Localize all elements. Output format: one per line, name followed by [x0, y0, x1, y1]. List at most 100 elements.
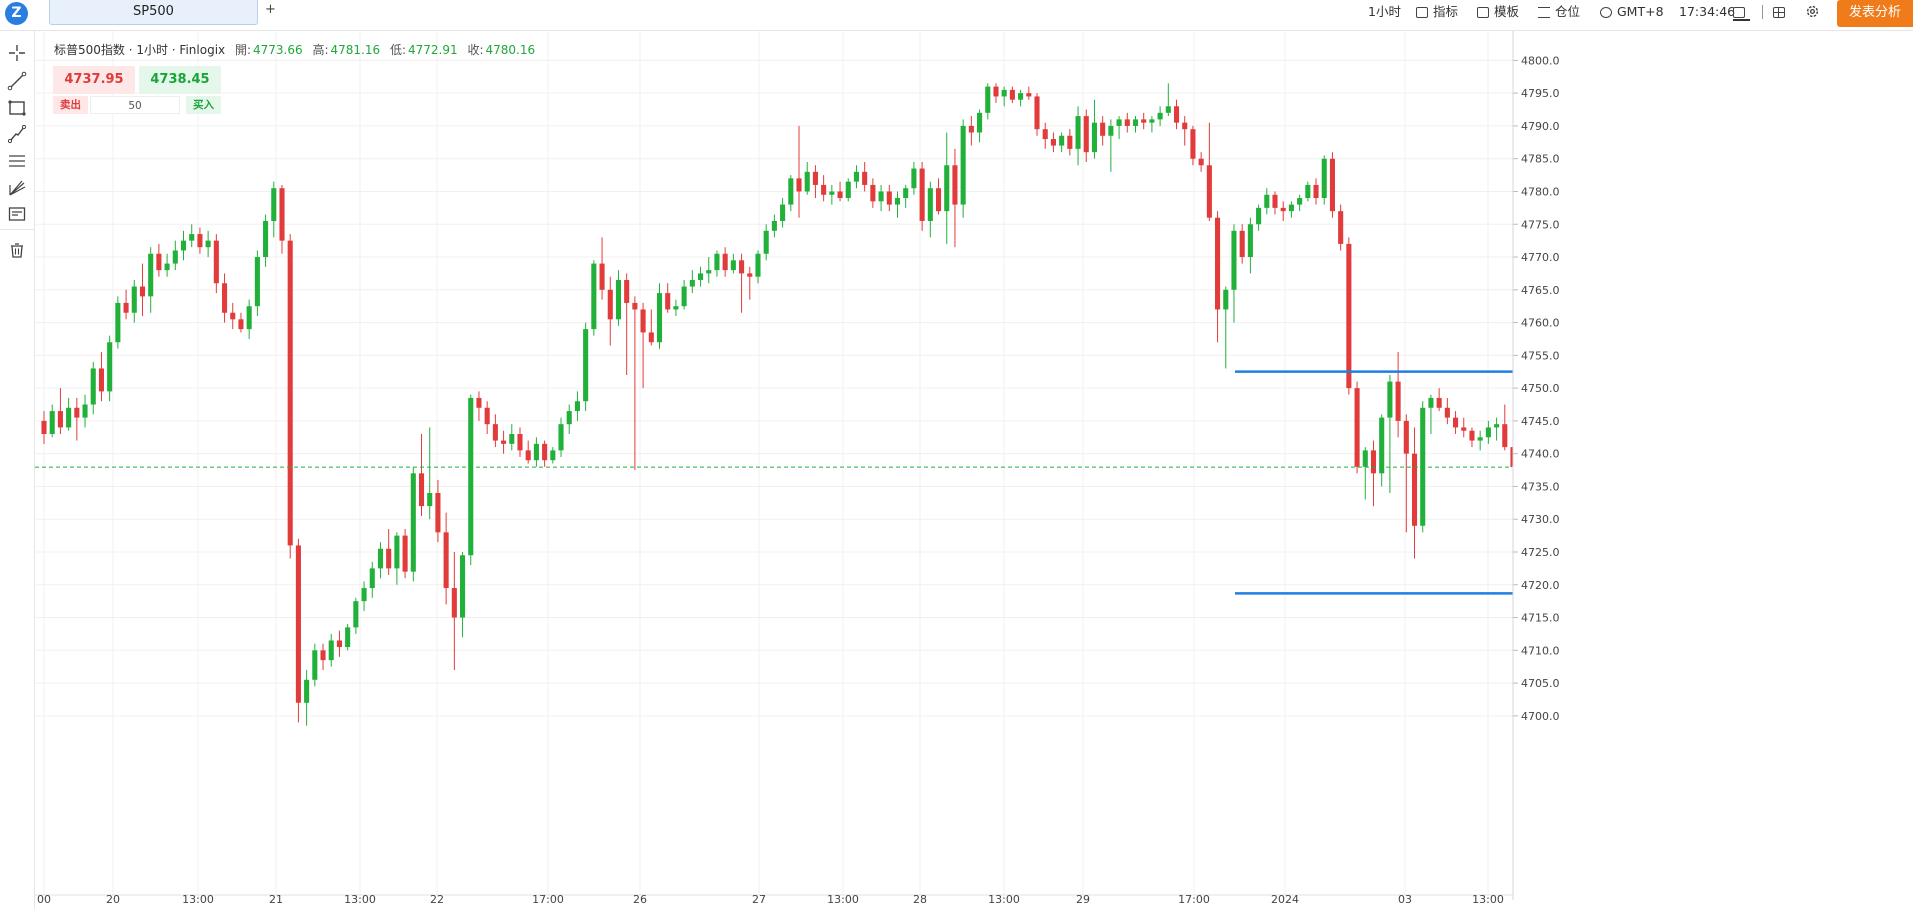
candle-body	[1395, 381, 1401, 421]
candle-body	[205, 240, 211, 248]
candle-body	[230, 312, 236, 320]
candle-body	[525, 450, 531, 461]
y-tick-label: 4750.0	[1521, 382, 1560, 395]
trash-icon[interactable]	[7, 240, 27, 260]
candle-body	[648, 332, 654, 343]
candle-body	[115, 302, 121, 343]
buy-price-button[interactable]: 4738.45	[139, 66, 221, 94]
candle-body	[295, 545, 301, 703]
candle-body	[1190, 129, 1196, 159]
candle-body	[829, 191, 835, 195]
candle-body	[74, 407, 80, 418]
candle-body	[1313, 184, 1319, 199]
x-tick-label: 00	[37, 893, 51, 906]
candle-body	[320, 650, 326, 661]
y-tick-label: 4770.0	[1521, 251, 1560, 264]
text-note-icon[interactable]	[7, 204, 27, 224]
candle-body	[1494, 424, 1500, 428]
candle-body	[681, 286, 687, 307]
candle-body	[1288, 204, 1294, 212]
candle-body	[935, 188, 942, 212]
add-tab-button[interactable]: +	[265, 2, 276, 17]
settings-button[interactable]	[1805, 0, 1820, 24]
candle-body	[287, 240, 293, 546]
candle-body	[1215, 217, 1221, 310]
candle-body	[583, 329, 589, 402]
candle-body	[1444, 407, 1450, 418]
candle-body	[443, 532, 449, 589]
price-axis: 4800.0 4795.0 4790.0 4785.0 4780.0 4775.0 4770…	[1512, 31, 1913, 909]
candle-body	[780, 204, 786, 221]
y-tick-label: 4755.0	[1521, 349, 1560, 362]
grid-icon	[1773, 7, 1785, 18]
candle-body	[878, 191, 884, 202]
candle-body	[1173, 106, 1180, 123]
candle-body	[1469, 430, 1475, 441]
quantity-input[interactable]: 50	[90, 96, 180, 114]
templates-button[interactable]: 模板	[1477, 0, 1519, 24]
tab-sp500[interactable]: SP500	[49, 0, 258, 25]
candle-body	[148, 253, 154, 297]
layout-single-button[interactable]	[1733, 0, 1745, 24]
trend-line-icon[interactable]	[7, 71, 27, 91]
interval-selector[interactable]: 1小时	[1368, 4, 1401, 19]
candle-body	[1502, 424, 1508, 448]
candle-body	[468, 397, 474, 556]
candle-body	[673, 306, 679, 310]
path-icon[interactable]	[7, 124, 27, 144]
sell-price-button[interactable]: 4737.95	[53, 66, 135, 94]
candle-body	[1362, 450, 1368, 467]
candle-body	[632, 302, 638, 310]
timezone-selector[interactable]: GMT+8	[1600, 0, 1664, 24]
candle-body	[1116, 119, 1122, 126]
x-tick-label: 20	[106, 893, 120, 906]
pitchfork-icon[interactable]	[7, 178, 27, 198]
positions-button[interactable]: 仓位	[1538, 0, 1580, 24]
candle-body	[49, 411, 55, 435]
candle-body	[1108, 125, 1114, 136]
candle-body	[747, 273, 753, 277]
candle-body	[1018, 93, 1024, 100]
candle-body	[903, 188, 909, 199]
candle-body	[1141, 119, 1147, 123]
candle-body	[1231, 230, 1237, 290]
rectangle-icon[interactable]	[7, 98, 27, 118]
candle-body	[1165, 106, 1171, 113]
candle-body	[1297, 198, 1303, 205]
x-tick-label: 13:00	[1472, 893, 1504, 906]
layout-grid-button[interactable]	[1773, 0, 1785, 24]
candle-body	[1247, 224, 1253, 258]
legend-close-value: 4780.16	[485, 43, 536, 57]
candle-body	[1272, 194, 1278, 208]
template-icon	[1477, 7, 1489, 18]
chart-grid	[35, 31, 1513, 895]
legend-open-label: 開:	[234, 43, 251, 57]
app-logo[interactable]: Z	[5, 2, 28, 25]
candle-body	[1091, 122, 1098, 153]
legend-open-value: 4773.66	[253, 43, 303, 57]
candle-body	[1321, 158, 1327, 199]
y-tick-label: 4745.0	[1521, 415, 1560, 428]
fib-icon[interactable]	[7, 151, 27, 171]
crosshair-icon[interactable]	[7, 43, 27, 63]
x-tick-label: 26	[633, 893, 647, 906]
candle-body	[451, 588, 457, 618]
candle-body	[763, 230, 769, 254]
publish-analysis-button[interactable]: 发表分析	[1837, 0, 1913, 27]
clock: 17:34:46	[1679, 4, 1736, 19]
candle-body	[345, 627, 351, 648]
candle-body	[574, 401, 580, 412]
candle-body	[410, 473, 416, 572]
buy-button[interactable]: 买入	[186, 96, 221, 114]
divider	[1762, 5, 1763, 19]
candle-body	[107, 342, 113, 392]
x-tick-label: 03	[1398, 893, 1412, 906]
candle-body	[624, 279, 630, 303]
x-tick-label: 29	[1076, 893, 1090, 906]
indicators-button[interactable]: 指标	[1416, 0, 1458, 24]
sell-button[interactable]: 卖出	[53, 96, 88, 114]
candle-body	[1477, 437, 1483, 441]
candle-body	[853, 171, 860, 182]
candle-body	[1387, 381, 1393, 418]
